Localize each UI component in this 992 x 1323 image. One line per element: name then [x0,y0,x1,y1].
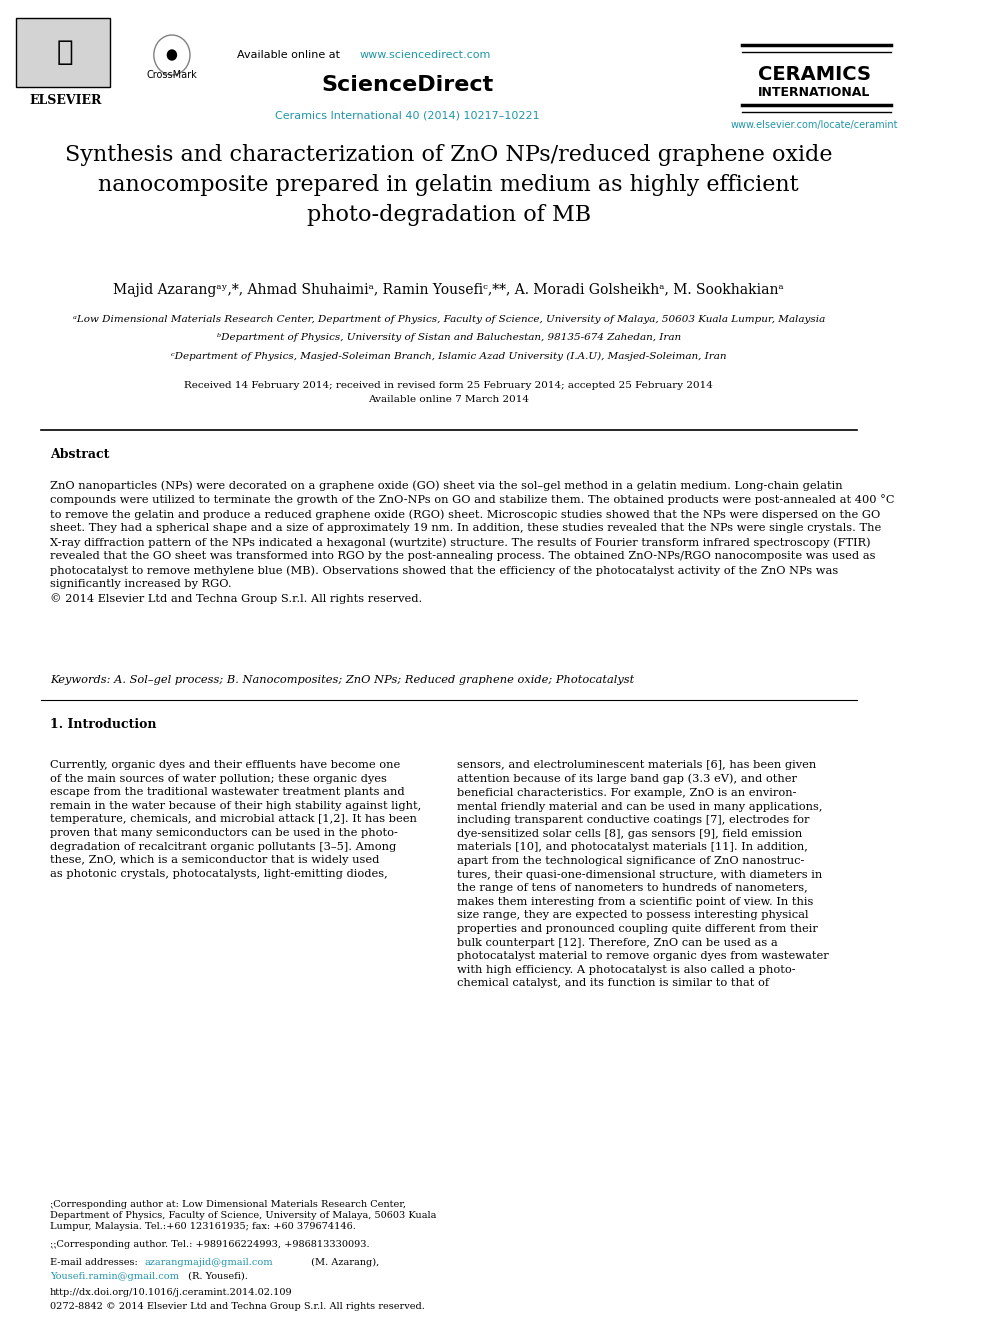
Text: E-mail addresses:: E-mail addresses: [50,1258,141,1267]
Text: Majid Azarangᵃʸ,*, Ahmad Shuhaimiᵃ, Ramin Yousefiᶜ,**, A. Moradi Golsheikhᵃ, M. : Majid Azarangᵃʸ,*, Ahmad Shuhaimiᵃ, Rami… [113,283,784,296]
Circle shape [168,50,177,60]
Text: (M. Azarang),: (M. Azarang), [308,1258,379,1267]
Text: azarangmajid@gmail.com: azarangmajid@gmail.com [145,1258,274,1267]
Text: CrossMark: CrossMark [147,70,197,79]
Text: CERAMICS: CERAMICS [758,66,871,85]
Text: (R. Yousefi).: (R. Yousefi). [186,1271,248,1281]
Text: www.sciencedirect.com: www.sciencedirect.com [359,50,491,60]
Text: ⁏⁏Corresponding author. Tel.: +989166224993, +986813330093.: ⁏⁏Corresponding author. Tel.: +989166224… [50,1240,369,1249]
Text: Received 14 February 2014; received in revised form 25 February 2014; accepted 2: Received 14 February 2014; received in r… [185,381,713,389]
Text: www.elsevier.com/locate/ceramint: www.elsevier.com/locate/ceramint [730,120,898,130]
Text: Available online at: Available online at [237,50,344,60]
Text: http://dx.doi.org/10.1016/j.ceramint.2014.02.109: http://dx.doi.org/10.1016/j.ceramint.201… [50,1289,293,1297]
Text: Available online 7 March 2014: Available online 7 March 2014 [368,396,530,405]
Text: Keywords: A. Sol–gel process; B. Nanocomposites; ZnO NPs; Reduced graphene oxide: Keywords: A. Sol–gel process; B. Nanocom… [50,675,634,685]
Text: ᵇDepartment of Physics, University of Sistan and Baluchestan, 98135-674 Zahedan,: ᵇDepartment of Physics, University of Si… [216,333,681,343]
Text: 1. Introduction: 1. Introduction [50,718,157,732]
Text: ScienceDirect: ScienceDirect [321,75,493,95]
Text: ⁏Corresponding author at: Low Dimensional Materials Research Center,
Department : ⁏Corresponding author at: Low Dimensiona… [50,1200,436,1232]
Text: Ceramics International 40 (2014) 10217–10221: Ceramics International 40 (2014) 10217–1… [275,110,540,120]
Text: Abstract: Abstract [50,448,109,462]
Text: sensors, and electroluminescent materials [6], has been given
attention because : sensors, and electroluminescent material… [457,759,828,988]
FancyBboxPatch shape [16,19,110,87]
Text: ZnO nanoparticles (NPs) were decorated on a graphene oxide (GO) sheet via the so: ZnO nanoparticles (NPs) were decorated o… [50,480,894,605]
Text: ELSEVIER: ELSEVIER [29,94,101,106]
Text: Synthesis and characterization of ZnO NPs/reduced graphene oxide
nanocomposite p: Synthesis and characterization of ZnO NP… [65,143,832,226]
Text: Yousefi.ramin@gmail.com: Yousefi.ramin@gmail.com [50,1271,179,1281]
Text: INTERNATIONAL: INTERNATIONAL [758,86,871,98]
Text: ᵃLow Dimensional Materials Research Center, Department of Physics, Faculty of Sc: ᵃLow Dimensional Materials Research Cent… [72,315,825,324]
Text: Currently, organic dyes and their effluents have become one
of the main sources : Currently, organic dyes and their efflue… [50,759,421,878]
Text: ᶜDepartment of Physics, Masjed-Soleiman Branch, Islamic Azad University (I.A.U),: ᶜDepartment of Physics, Masjed-Soleiman … [171,352,726,361]
Text: 🌳: 🌳 [57,38,73,66]
Text: 0272-8842 © 2014 Elsevier Ltd and Techna Group S.r.l. All rights reserved.: 0272-8842 © 2014 Elsevier Ltd and Techna… [50,1302,425,1311]
